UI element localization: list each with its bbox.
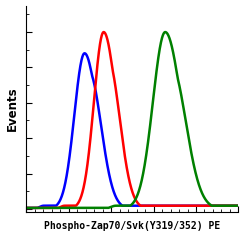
- X-axis label: Phospho-Zap70/Svk(Y319/352) PE: Phospho-Zap70/Svk(Y319/352) PE: [44, 221, 220, 232]
- Y-axis label: Events: Events: [6, 87, 19, 131]
